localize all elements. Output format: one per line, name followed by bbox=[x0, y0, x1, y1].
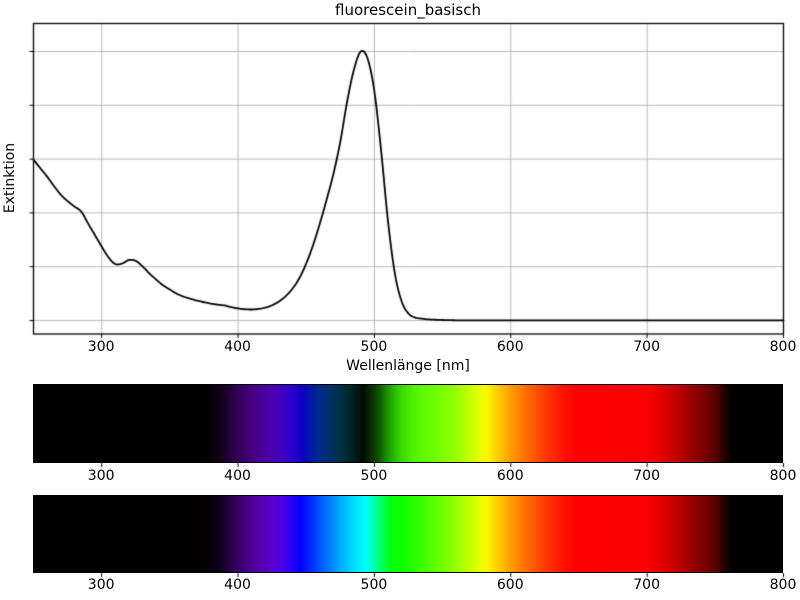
x-tick-label: 800 bbox=[769, 339, 797, 355]
x-tick-label: 500 bbox=[360, 577, 388, 593]
x-tick-label: 500 bbox=[360, 468, 388, 484]
x-tick-label: 600 bbox=[496, 468, 524, 484]
x-tick-label: 700 bbox=[633, 468, 660, 484]
x-tick-label: 700 bbox=[633, 577, 660, 593]
x-tick-label: 500 bbox=[360, 339, 388, 355]
x-axis-label: Wellenlänge [nm] bbox=[346, 358, 470, 374]
x-tick-label: 400 bbox=[224, 577, 251, 593]
chart-title: fluorescein_basisch bbox=[335, 1, 481, 19]
transmitted-spectrum-strip bbox=[33, 384, 783, 463]
x-tick-label: 800 bbox=[769, 468, 797, 484]
x-tick-label: 600 bbox=[496, 339, 524, 355]
x-tick-label: 400 bbox=[224, 468, 251, 484]
x-tick-label: 800 bbox=[769, 577, 797, 593]
x-tick-label: 300 bbox=[87, 468, 115, 484]
reference-spectrum-strip bbox=[33, 495, 783, 573]
x-tick-label: 700 bbox=[633, 339, 660, 355]
x-tick-label: 600 bbox=[496, 577, 524, 593]
x-tick-label: 300 bbox=[87, 339, 115, 355]
x-tick-label: 300 bbox=[87, 577, 115, 593]
y-axis-label: Extinktion bbox=[2, 142, 18, 214]
x-tick-label: 400 bbox=[224, 339, 251, 355]
